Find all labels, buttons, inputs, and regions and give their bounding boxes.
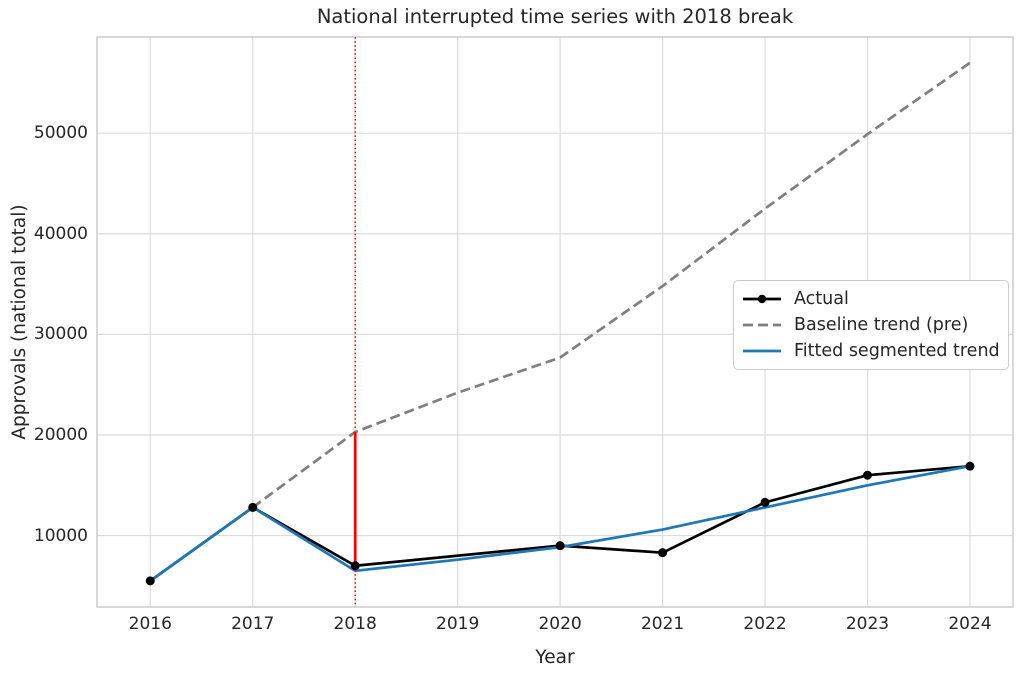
x-tick-label: 2017 <box>231 614 275 634</box>
y-tick-label: 40000 <box>33 223 88 244</box>
x-tick-label: 2023 <box>845 614 890 634</box>
legend-marker-dot <box>757 294 767 304</box>
legend: Actual Baseline trend (pre) Fitted segment… <box>733 280 1009 370</box>
y-tick-label: 20000 <box>33 424 88 445</box>
x-tick-label: 2016 <box>128 614 172 634</box>
y-tick-label: 10000 <box>33 525 88 546</box>
x-tick-label: 2019 <box>436 614 480 634</box>
data-point-marker <box>350 561 360 571</box>
x-tick-label: 2020 <box>538 614 582 634</box>
data-point-marker <box>658 548 668 558</box>
data-point-marker <box>248 502 258 512</box>
legend-item-actual: Actual <box>742 286 1002 312</box>
data-point-marker <box>145 576 155 586</box>
legend-line-sample <box>743 349 781 353</box>
legend-line-sample <box>743 294 781 304</box>
legend-label: Baseline trend (pre) <box>794 315 969 335</box>
data-point-marker <box>555 541 565 551</box>
legend-item-fitted-segmented-trend: Fitted segmented trend <box>742 338 1002 364</box>
x-tick-label: 2018 <box>333 614 377 634</box>
y-tick-label: 30000 <box>33 324 88 345</box>
series-line-baseline-trend-pre- <box>251 61 971 509</box>
x-tick-label: 2022 <box>743 614 787 634</box>
legend-label: Fitted segmented trend <box>794 341 1000 361</box>
x-axis-label: Year <box>535 647 575 668</box>
plot-border <box>96 36 1014 608</box>
chart-title: National interrupted time series with 20… <box>316 5 794 28</box>
data-point-marker <box>760 497 770 507</box>
data-point-marker <box>863 470 873 480</box>
x-tick-label: 2021 <box>640 614 685 634</box>
x-tick-label: 2024 <box>948 614 992 634</box>
legend-item-baseline-trend-pre-: Baseline trend (pre) <box>742 312 1002 338</box>
legend-label: Actual <box>794 289 849 309</box>
y-tick-label: 50000 <box>33 123 88 144</box>
data-point-marker <box>965 461 975 471</box>
legend-line-sample <box>743 323 781 327</box>
